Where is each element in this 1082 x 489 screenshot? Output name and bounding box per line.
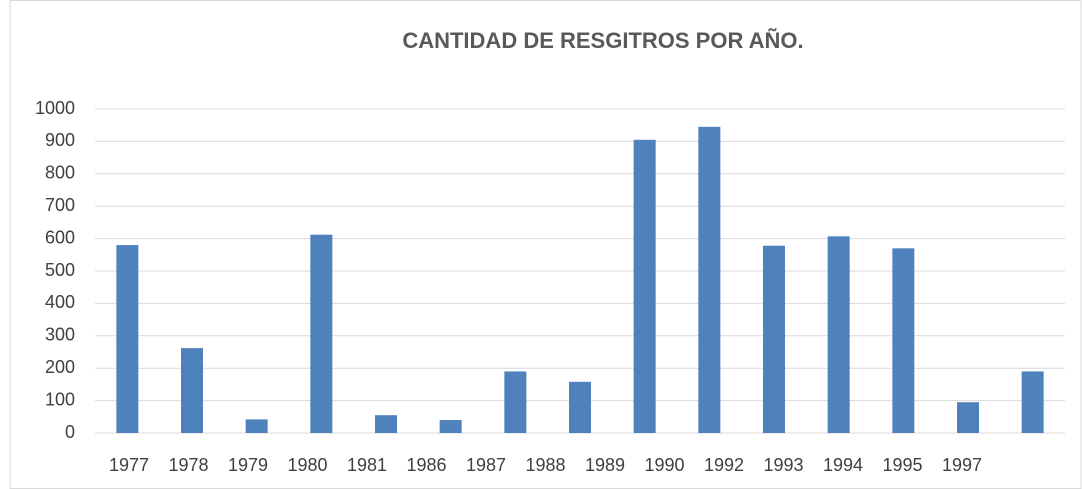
bar xyxy=(698,126,721,433)
bar xyxy=(439,420,462,433)
y-tick-label: 900 xyxy=(45,130,75,150)
bar xyxy=(375,415,397,433)
bar xyxy=(504,371,527,433)
x-tick-label: 1994 xyxy=(823,455,863,475)
x-tick-label: 1980 xyxy=(287,455,327,475)
y-tick-label: 200 xyxy=(45,357,75,377)
bar xyxy=(633,139,656,433)
y-tick-label: 700 xyxy=(45,195,75,215)
bar xyxy=(310,234,333,433)
bar xyxy=(181,348,203,433)
x-tick-label: 1986 xyxy=(406,455,446,475)
bar xyxy=(827,236,850,433)
x-tick-label: 1995 xyxy=(882,455,922,475)
chart-title: CANTIDAD DE RESGITROS POR AÑO. xyxy=(402,28,803,53)
x-tick-label: 1990 xyxy=(644,455,684,475)
y-tick-label: 600 xyxy=(45,227,75,247)
x-tick-label: 1981 xyxy=(347,455,387,475)
x-tick-label: 1989 xyxy=(585,455,625,475)
x-tick-label: 1988 xyxy=(525,455,565,475)
x-tick-label: 1992 xyxy=(704,455,744,475)
bar xyxy=(569,381,591,433)
x-tick-label: 1979 xyxy=(228,455,268,475)
bar xyxy=(957,402,979,433)
bar xyxy=(763,245,785,433)
x-tick-label: 1987 xyxy=(466,455,506,475)
x-tick-label: 1977 xyxy=(109,455,149,475)
y-tick-label: 400 xyxy=(45,292,75,312)
x-tick-label: 1993 xyxy=(763,455,803,475)
x-tick-label: 1997 xyxy=(942,455,982,475)
bar xyxy=(1021,371,1044,433)
y-tick-label: 100 xyxy=(45,389,75,409)
chart-border xyxy=(9,0,1082,489)
bar xyxy=(892,248,915,433)
y-tick-label: 800 xyxy=(45,163,75,183)
bar xyxy=(245,419,268,433)
y-tick-label: 0 xyxy=(65,422,75,442)
y-tick-label: 1000 xyxy=(35,98,75,118)
y-tick-label: 500 xyxy=(45,260,75,280)
y-tick-label: 300 xyxy=(45,325,75,345)
bar xyxy=(116,245,139,433)
x-tick-label: 1978 xyxy=(168,455,208,475)
